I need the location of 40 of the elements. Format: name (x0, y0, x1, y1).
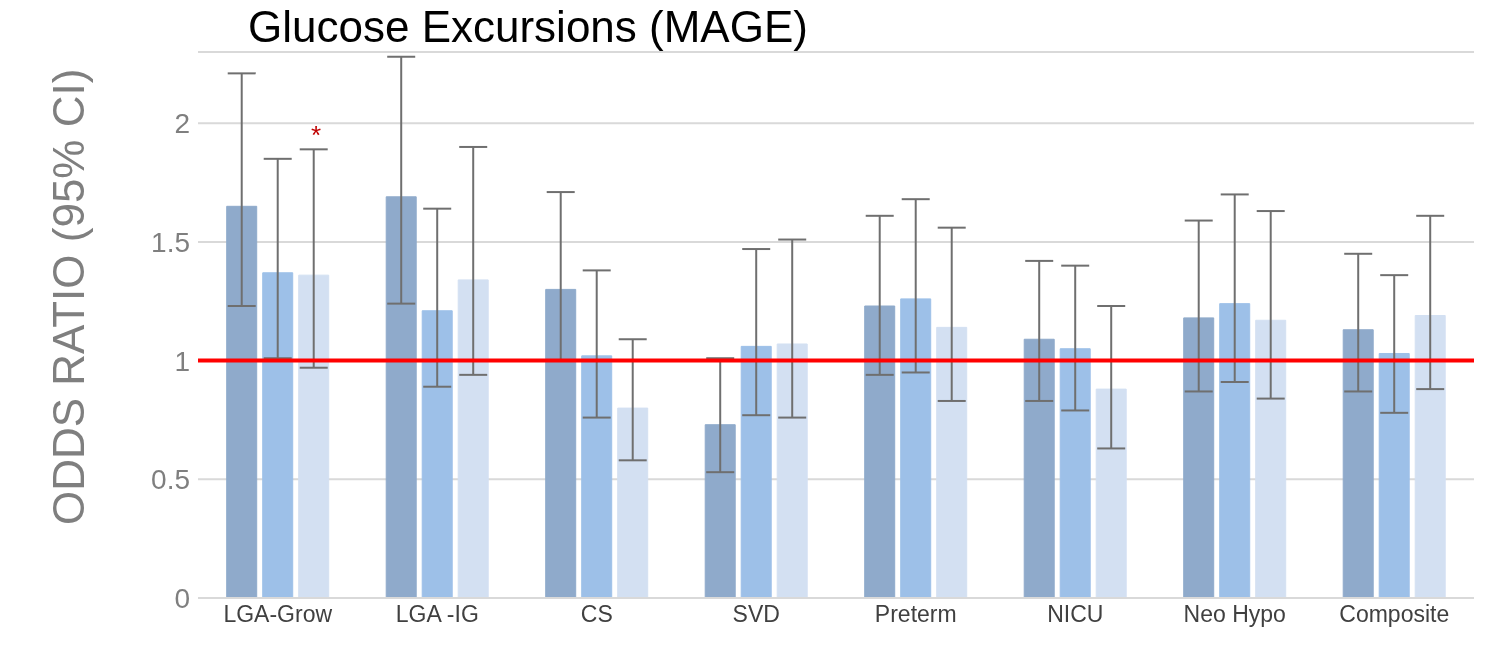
bar (581, 355, 613, 598)
bar (740, 345, 772, 598)
bar (1342, 329, 1374, 598)
bar (545, 288, 577, 598)
x-tick-label: LGA-Grow (223, 601, 333, 628)
x-tick-label: SVD (732, 601, 780, 628)
bar (385, 196, 417, 598)
x-tick-label: Preterm (874, 601, 957, 628)
bar (1255, 319, 1287, 598)
x-tick-label: Composite (1339, 601, 1450, 628)
x-tick-label: NICU (1047, 601, 1104, 628)
bar (864, 305, 896, 598)
x-tick-label: Neo Hypo (1183, 601, 1286, 628)
bar (1414, 315, 1446, 598)
bar (421, 310, 453, 598)
chart-title: Glucose Excursions (MAGE) (248, 2, 808, 52)
bar (457, 279, 489, 598)
x-tick-label: CS (580, 601, 613, 628)
bar (936, 326, 968, 598)
bar (900, 298, 932, 598)
annotation: * (311, 120, 322, 151)
bar (262, 272, 294, 598)
y-axis-title: ODDS RATIO (95% CI) (43, 68, 93, 525)
y-tick-label: 1.5 (151, 226, 190, 258)
bar (1183, 317, 1215, 598)
bar (1378, 352, 1410, 598)
bar (1219, 303, 1251, 598)
x-tick-label: LGA -IG (395, 601, 479, 628)
bar (1023, 338, 1055, 598)
y-tick-label: 1 (174, 345, 190, 377)
bar (617, 407, 649, 598)
bar (704, 424, 736, 598)
bar (1095, 388, 1127, 598)
y-tick-label: 2 (174, 108, 190, 140)
y-tick-label: 0.5 (151, 464, 190, 496)
bar (298, 274, 330, 598)
bar (776, 343, 808, 598)
bar (226, 205, 258, 598)
y-tick-label: 0 (174, 582, 190, 614)
bar (1059, 348, 1091, 598)
